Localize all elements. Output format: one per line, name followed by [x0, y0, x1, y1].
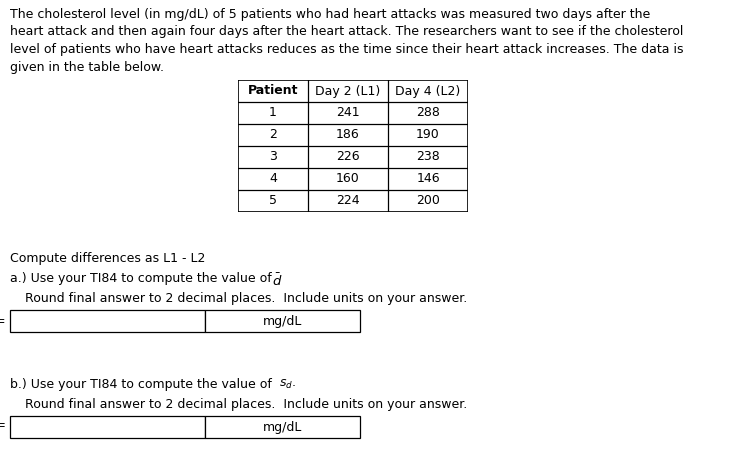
Text: a.) Use your TI84 to compute the value of: a.) Use your TI84 to compute the value o…: [10, 272, 276, 285]
Text: 186: 186: [336, 129, 360, 142]
Text: Patient: Patient: [248, 85, 298, 98]
Text: Round final answer to 2 decimal places.  Include units on your answer.: Round final answer to 2 decimal places. …: [25, 292, 467, 305]
Text: Day 4 (L2): Day 4 (L2): [395, 85, 461, 98]
Text: 160: 160: [336, 173, 360, 186]
Text: 226: 226: [336, 150, 360, 163]
Text: 2: 2: [269, 129, 277, 142]
Bar: [10, 310, 205, 332]
Text: $\bar{d}$ =: $\bar{d}$ =: [0, 313, 6, 329]
Text: 3: 3: [269, 150, 277, 163]
Text: 224: 224: [336, 194, 360, 207]
Text: Round final answer to 2 decimal places.  Include units on your answer.: Round final answer to 2 decimal places. …: [25, 398, 467, 411]
Text: 241: 241: [336, 106, 360, 119]
Text: $s_d$.: $s_d$.: [279, 378, 296, 391]
Text: 288: 288: [416, 106, 440, 119]
Bar: [205, 310, 360, 332]
Text: The cholesterol level (in mg/dL) of 5 patients who had heart attacks was measure: The cholesterol level (in mg/dL) of 5 pa…: [10, 8, 683, 74]
Text: 200: 200: [416, 194, 440, 207]
Text: 5: 5: [269, 194, 277, 207]
Text: mg/dL: mg/dL: [263, 314, 302, 327]
Text: 190: 190: [416, 129, 440, 142]
Text: 238: 238: [416, 150, 440, 163]
Text: $\bar{d}$: $\bar{d}$: [272, 272, 282, 288]
Text: mg/dL: mg/dL: [263, 420, 302, 433]
Text: 1: 1: [269, 106, 277, 119]
Bar: [10, 416, 205, 438]
Text: Compute differences as L1 - L2: Compute differences as L1 - L2: [10, 252, 205, 265]
Text: 4: 4: [269, 173, 277, 186]
Text: Day 2 (L1): Day 2 (L1): [315, 85, 381, 98]
Bar: [205, 416, 360, 438]
Text: 146: 146: [416, 173, 440, 186]
Text: b.) Use your TI84 to compute the value of: b.) Use your TI84 to compute the value o…: [10, 378, 276, 391]
Text: $s_d$ =: $s_d$ =: [0, 420, 6, 433]
